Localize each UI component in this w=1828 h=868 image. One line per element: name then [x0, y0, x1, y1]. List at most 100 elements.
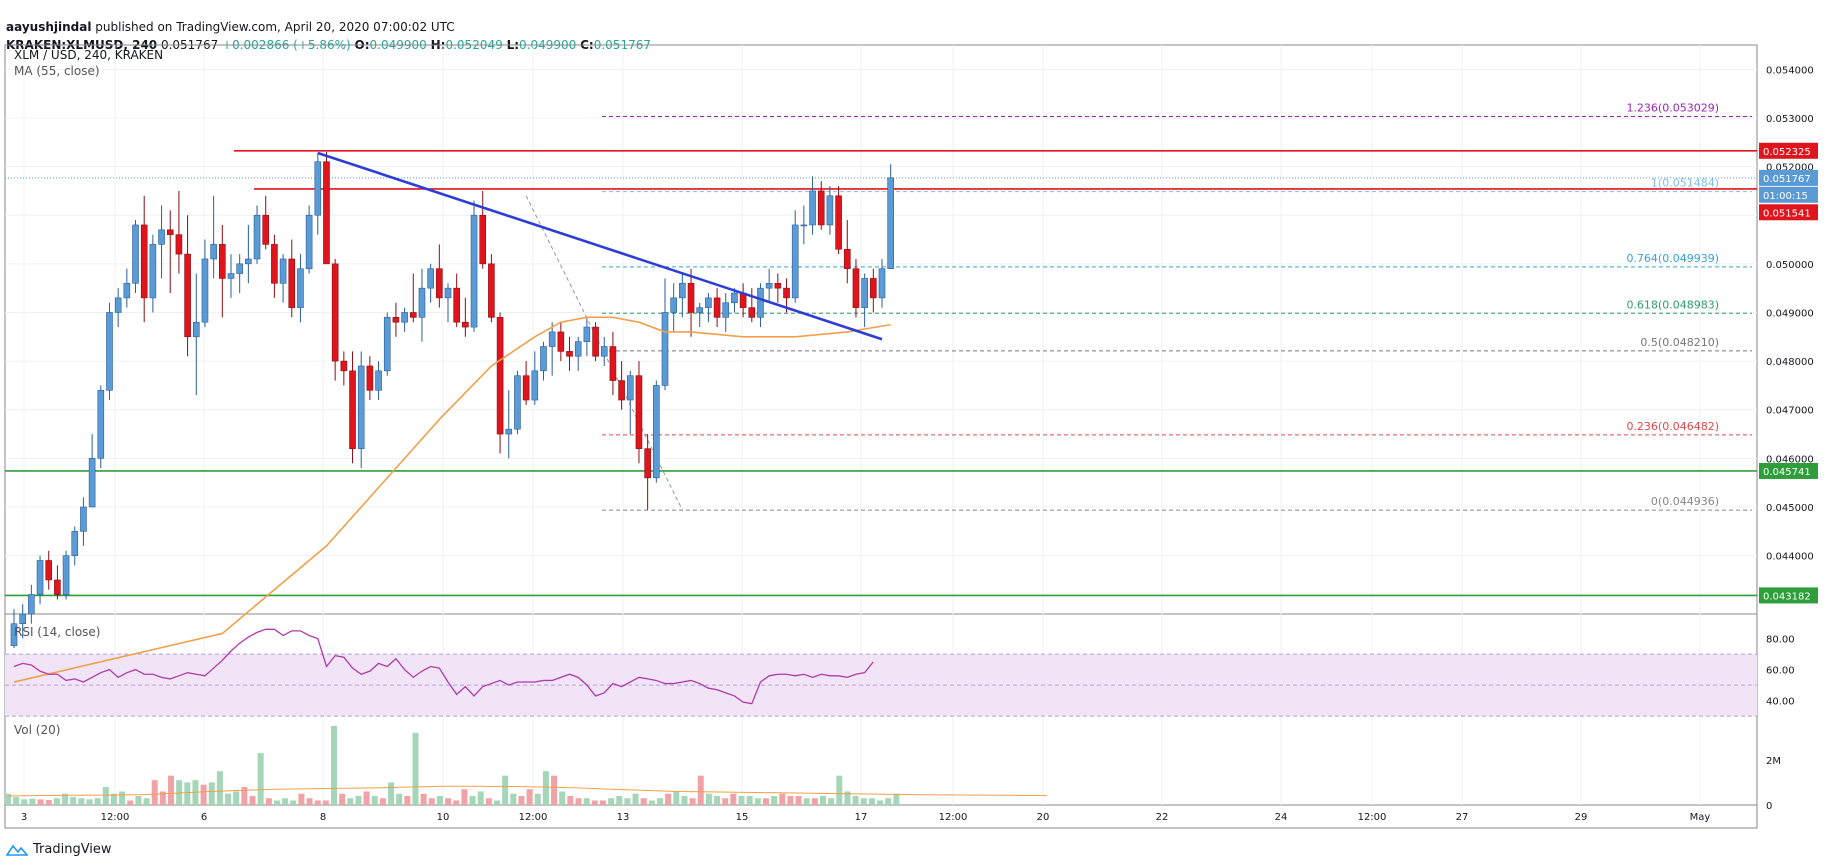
candle-down [817, 190, 825, 226]
volume-bar [730, 793, 737, 805]
volume-bar [762, 798, 769, 805]
volume-bar [502, 775, 509, 805]
candle-down [288, 258, 296, 308]
rsi-tick-label: 80.00 [1766, 635, 1795, 646]
tradingview-brand[interactable]: TradingView [33, 842, 112, 857]
volume-bar [200, 784, 207, 805]
candle-down [184, 253, 191, 338]
price-tag-bg [1759, 462, 1818, 479]
candle-up [383, 317, 391, 372]
candle-up [670, 297, 677, 313]
volume-bar [314, 800, 321, 805]
volume-bar [371, 795, 378, 805]
candle-down [852, 268, 860, 308]
x-tick-label: 13 [617, 812, 630, 823]
volume-bar [159, 791, 166, 805]
price-tick-label: 0.050000 [1766, 260, 1814, 271]
price-tag-label: 0.052325 [1763, 147, 1811, 158]
volume-bar [860, 798, 867, 805]
volume-bar [771, 795, 778, 805]
x-tick-label: 24 [1275, 812, 1288, 823]
price-tick-label: 0.053000 [1766, 114, 1814, 125]
volume-bar [168, 775, 174, 805]
x-tick-label: 12:00 [939, 812, 968, 823]
volume-bar [681, 795, 688, 805]
volume-bar [37, 799, 44, 805]
volume-bar [567, 795, 574, 805]
volume-bar [599, 800, 606, 805]
rsi-title: RSI (14, close) [14, 625, 100, 639]
candle-up [679, 282, 686, 299]
candle-up [427, 268, 434, 289]
rsi-line [13, 628, 874, 705]
footer: TradingView [6, 842, 112, 857]
volume-bar [461, 789, 468, 805]
candle-up [809, 190, 816, 226]
candle-up [705, 297, 712, 308]
candle-up [123, 282, 131, 299]
volume-bar [575, 798, 582, 805]
price-tag: 0.051767 [1759, 169, 1818, 186]
volume-bar [257, 753, 264, 805]
candle-down [462, 321, 469, 328]
candle-up [600, 346, 608, 357]
candle-up [531, 370, 539, 401]
candle-up [878, 268, 886, 299]
volume-bar [339, 793, 346, 805]
x-tick-label: 12:00 [101, 812, 130, 823]
price-tag-label: 01:00:15 [1763, 191, 1808, 202]
tradingview-logo-icon [6, 844, 28, 856]
candle-up [192, 321, 200, 338]
volume-bar [298, 793, 305, 805]
candle-down [262, 214, 270, 245]
trading-chart[interactable]: 3 12:00 6 8 10 12:00 13 15 17 12:00 20 22 24 12:00 27 2… [0, 42, 1828, 840]
fibonacci-retracement: 1.236(0.053029) 1(0.051484) 0.764(0.049939… [602, 102, 1752, 511]
price-tag: 0.052325 [1759, 142, 1818, 159]
volume-bar [241, 786, 248, 805]
volume-bar [453, 800, 460, 805]
candle-down [323, 161, 330, 265]
x-tick-label: 8 [320, 812, 326, 823]
candle-up [132, 224, 139, 284]
candle-down [557, 331, 565, 352]
candle-down [488, 263, 495, 318]
price-tag-bg [1759, 204, 1818, 221]
volume-bar [640, 798, 647, 805]
volume-bar [746, 795, 753, 805]
volume-title: Vol (20) [14, 723, 60, 737]
candle-down [54, 579, 61, 595]
volume-bar [119, 791, 126, 805]
volume-bar [322, 800, 329, 805]
volume-bar [469, 795, 476, 805]
volume-bar [591, 800, 598, 805]
volume-bar [143, 798, 150, 805]
candle-up [401, 312, 408, 323]
chart-frame [4, 44, 1758, 829]
candle-up [210, 244, 217, 260]
volume-bar [225, 793, 232, 805]
candle-up [757, 287, 764, 318]
candle-up [149, 244, 157, 299]
volume-bar [494, 800, 500, 805]
volume-bar [795, 795, 802, 805]
author-name[interactable]: aayushjindal [6, 20, 92, 34]
volume-bar [379, 798, 386, 805]
candle-up [653, 385, 660, 479]
volume-tick-label: 0 [1766, 801, 1772, 812]
candle-up [314, 161, 322, 216]
candle-down [774, 282, 782, 289]
volume-bar [94, 798, 101, 805]
candle-down [45, 560, 53, 581]
candle-down [713, 297, 721, 318]
volume-bar [306, 798, 313, 805]
candle-down [843, 248, 851, 270]
volume-bar [347, 798, 354, 805]
fib-level-label: 0(0.044936) [1651, 495, 1719, 508]
volume-bar [45, 800, 52, 805]
volume-bar [868, 798, 875, 805]
volume-bar [689, 798, 696, 805]
candle-down [592, 326, 599, 357]
fib-level-label: 0.236(0.046482) [1626, 420, 1719, 433]
volume-bar [412, 732, 419, 805]
candle-down [166, 229, 174, 235]
